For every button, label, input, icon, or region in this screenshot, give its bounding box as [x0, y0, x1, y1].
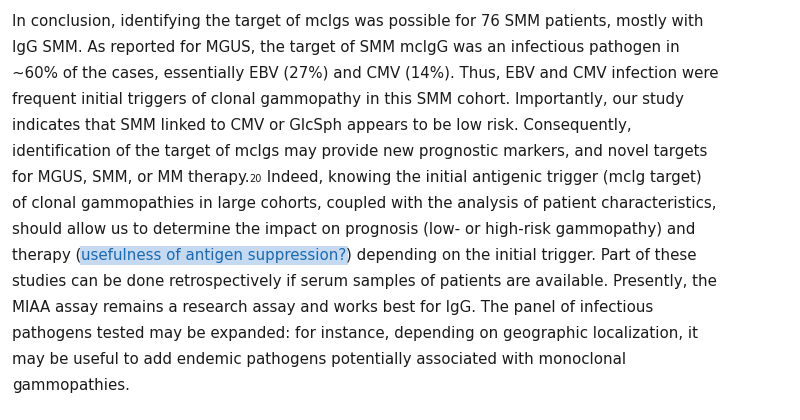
Text: gammopathies.: gammopathies.	[12, 378, 130, 393]
Text: pathogens tested may be expanded: for instance, depending on geographic localiza: pathogens tested may be expanded: for in…	[12, 326, 698, 341]
Text: of clonal gammopathies in large cohorts, coupled with the analysis of patient ch: of clonal gammopathies in large cohorts,…	[12, 196, 717, 211]
Text: for MGUS, SMM, or MM therapy.: for MGUS, SMM, or MM therapy.	[12, 170, 250, 185]
Text: MIAA assay remains a research assay and works best for IgG. The panel of infecti: MIAA assay remains a research assay and …	[12, 300, 654, 315]
Text: ~60% of the cases, essentially EBV (27%) and CMV (14%). Thus, EBV and CMV infect: ~60% of the cases, essentially EBV (27%)…	[12, 66, 718, 81]
Text: usefulness of antigen suppression?: usefulness of antigen suppression?	[82, 248, 346, 263]
Text: IgG SMM. As reported for MGUS, the target of SMM mclgG was an infectious pathoge: IgG SMM. As reported for MGUS, the targe…	[12, 40, 680, 55]
Text: 20: 20	[250, 173, 262, 184]
Text: Indeed, knowing the initial antigenic trigger (mclg target): Indeed, knowing the initial antigenic tr…	[262, 170, 702, 185]
Text: may be useful to add endemic pathogens potentially associated with monoclonal: may be useful to add endemic pathogens p…	[12, 352, 626, 367]
Text: identification of the target of mclgs may provide new prognostic markers, and no: identification of the target of mclgs ma…	[12, 144, 707, 159]
Text: indicates that SMM linked to CMV or GlcSph appears to be low risk. Consequently,: indicates that SMM linked to CMV or GlcS…	[12, 118, 632, 133]
FancyBboxPatch shape	[80, 246, 348, 265]
Text: studies can be done retrospectively if serum samples of patients are available. : studies can be done retrospectively if s…	[12, 274, 717, 289]
Text: In conclusion, identifying the target of mclgs was possible for 76 SMM patients,: In conclusion, identifying the target of…	[12, 14, 703, 29]
Text: should allow us to determine the impact on prognosis (low- or high-risk gammopat: should allow us to determine the impact …	[12, 222, 695, 237]
Text: frequent initial triggers of clonal gammopathy in this SMM cohort. Importantly, : frequent initial triggers of clonal gamm…	[12, 92, 684, 107]
Text: therapy (: therapy (	[12, 248, 82, 263]
Text: ) depending on the initial trigger. Part of these: ) depending on the initial trigger. Part…	[346, 248, 697, 263]
